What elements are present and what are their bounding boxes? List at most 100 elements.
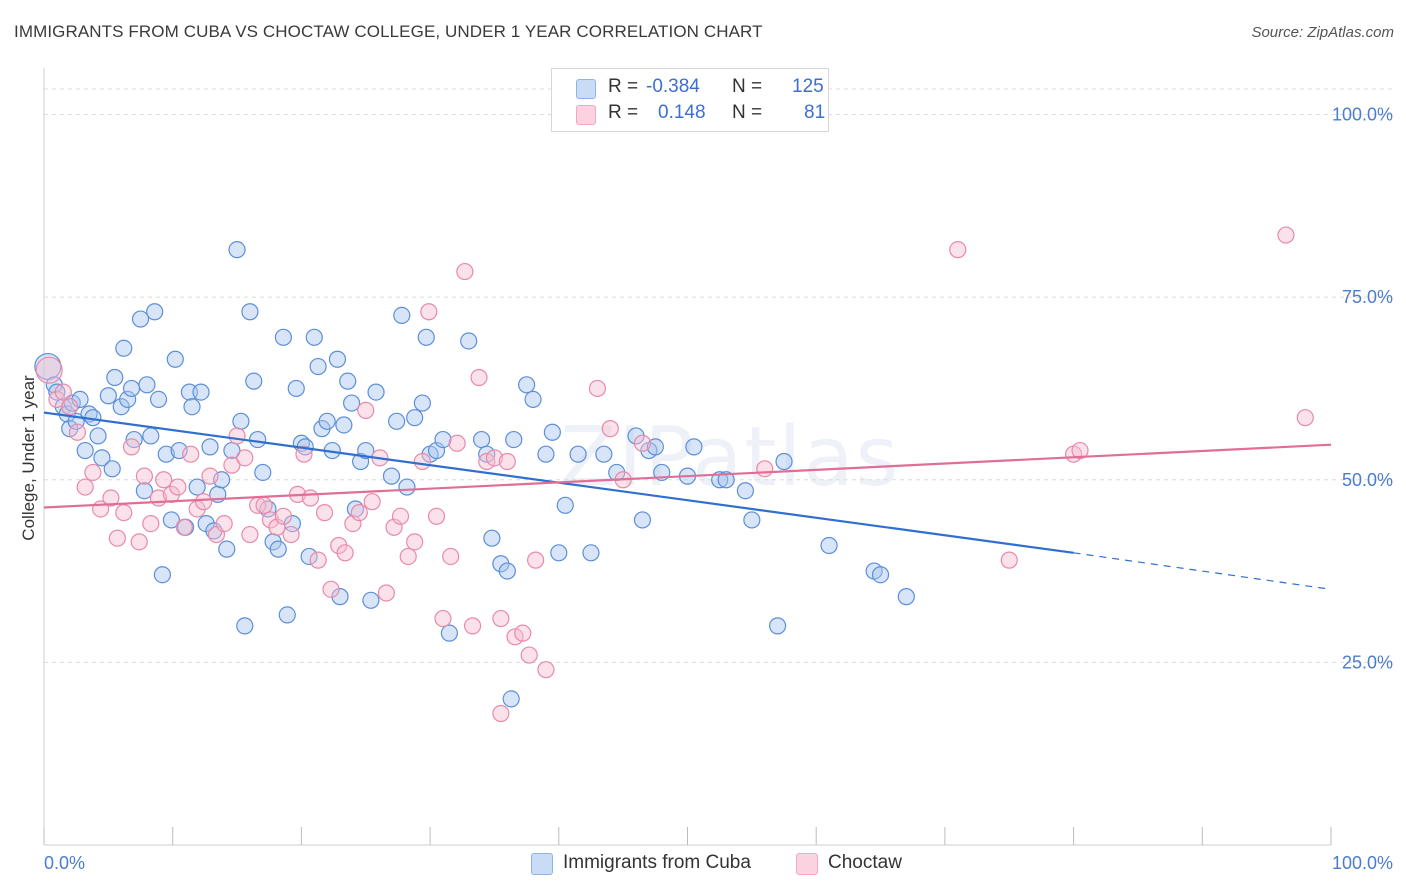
point-choctaw [492, 704, 510, 723]
legend-r-value: -0.384 [646, 76, 700, 97]
point-choctaw [175, 518, 193, 536]
point-cuba [232, 412, 250, 430]
series-choctaw-points [35, 226, 1314, 723]
point-cuba [537, 445, 555, 463]
point-cuba [103, 460, 121, 478]
point-choctaw [223, 456, 241, 474]
point-choctaw [363, 493, 381, 511]
point-cuba [278, 606, 296, 624]
y-tick-label: 25.0% [1342, 652, 1393, 672]
point-choctaw [498, 452, 516, 471]
trend-line-choctaw [43, 443, 1332, 509]
point-choctaw [442, 547, 460, 566]
point-cuba [717, 471, 735, 489]
point-choctaw [633, 434, 652, 452]
y-axis-label: College, Under 1 year [19, 375, 38, 541]
point-cuba [646, 438, 664, 456]
point-cuba [305, 328, 323, 346]
point-choctaw [169, 478, 187, 496]
point-cuba [518, 376, 536, 394]
point-cuba [122, 379, 141, 398]
point-choctaw [84, 463, 102, 482]
point-choctaw [336, 544, 354, 562]
grid-lines [44, 88, 1393, 663]
point-choctaw [463, 617, 482, 635]
point-choctaw [274, 507, 292, 525]
legend-r-label: R = [608, 102, 639, 123]
point-choctaw [588, 379, 607, 398]
point-choctaw [108, 529, 126, 547]
point-choctaw [344, 514, 362, 533]
x-tick-label: 100.0% [1332, 853, 1393, 873]
point-cuba [406, 409, 424, 427]
bottom-legend-swatch-choctaw [796, 853, 818, 875]
point-cuba [871, 566, 890, 584]
x-tick-label: 0.0% [44, 853, 85, 873]
point-cuba [201, 438, 219, 456]
point-cuba [388, 412, 406, 430]
point-choctaw [282, 525, 300, 544]
tick-labels: 25.0% 50.0% 75.0% 100.0% 0.0% 100.0% [44, 105, 1393, 873]
point-choctaw [76, 478, 94, 496]
legend-r-label: R = [608, 76, 639, 97]
point-choctaw [350, 504, 368, 522]
point-cuba [99, 387, 117, 405]
bottom-legend-label-choctaw: Choctaw [828, 852, 902, 873]
point-cuba [434, 430, 452, 449]
point-cuba [218, 540, 236, 558]
y-tick-label: 75.0% [1342, 287, 1393, 307]
legend-swatch-choctaw [576, 105, 596, 125]
point-choctaw [182, 445, 200, 463]
trend-line-cuba-extrapolated [1073, 552, 1332, 590]
point-choctaw [520, 646, 538, 664]
point-cuba [241, 303, 259, 321]
correlation-legend: R = -0.384 N = 125 R = 0.148 N = 81 [551, 68, 829, 132]
point-cuba [595, 445, 613, 463]
point-choctaw [527, 551, 545, 569]
point-cuba [328, 350, 347, 368]
point-cuba [119, 390, 137, 409]
point-choctaw [322, 580, 340, 598]
point-choctaw [142, 514, 160, 533]
source-label: Source: ZipAtlas.com [1251, 24, 1394, 41]
point-choctaw [301, 489, 320, 507]
point-cuba [153, 566, 172, 584]
point-choctaw [427, 507, 446, 525]
y-tick-label: 100.0% [1332, 105, 1393, 125]
point-cuba [157, 445, 175, 463]
point-choctaw [385, 518, 403, 536]
point-cuba [768, 617, 787, 635]
point-cuba [236, 617, 254, 635]
point-cuba [228, 241, 246, 259]
point-choctaw [135, 467, 153, 485]
point-cuba [382, 467, 401, 485]
point-cuba [300, 547, 318, 566]
point-cuba [249, 430, 267, 449]
point-cuba [685, 438, 703, 456]
point-choctaw [309, 551, 327, 569]
point-cuba [269, 540, 287, 558]
point-cuba [254, 463, 272, 482]
legend-n-value: 81 [804, 102, 826, 123]
point-choctaw [295, 445, 313, 463]
point-cuba [367, 383, 385, 401]
point-cuba [569, 445, 587, 463]
point-choctaw [35, 356, 63, 384]
point-choctaw [228, 427, 246, 445]
point-cuba [483, 529, 501, 547]
point-choctaw [406, 533, 424, 551]
point-choctaw [448, 434, 466, 452]
point-cuba [245, 372, 263, 390]
point-cuba [524, 390, 542, 409]
point-cuba [472, 430, 491, 449]
point-cuba [149, 390, 168, 409]
point-cuba [775, 452, 793, 471]
point-choctaw [215, 514, 233, 533]
point-choctaw [61, 398, 79, 416]
point-cuba [89, 427, 107, 445]
point-cuba [48, 383, 66, 401]
point-choctaw [115, 504, 133, 522]
point-choctaw [155, 471, 173, 489]
point-cuba [309, 357, 327, 376]
point-choctaw [54, 383, 72, 401]
